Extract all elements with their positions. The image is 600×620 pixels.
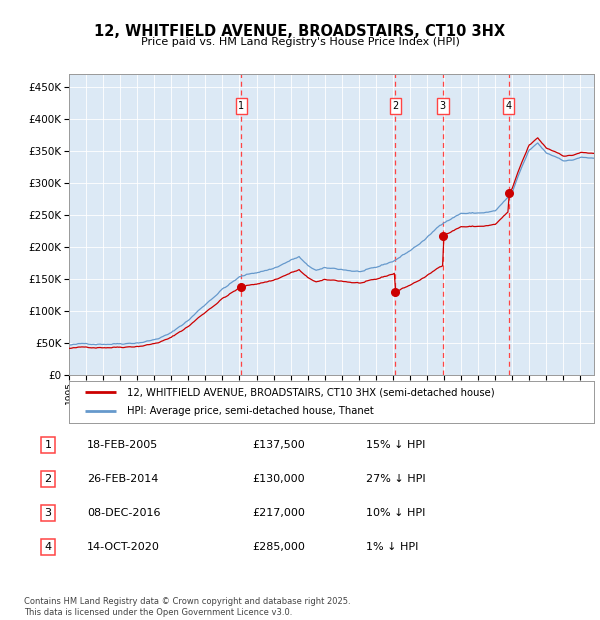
Text: 08-DEC-2016: 08-DEC-2016 — [87, 508, 161, 518]
Text: 12, WHITFIELD AVENUE, BROADSTAIRS, CT10 3HX: 12, WHITFIELD AVENUE, BROADSTAIRS, CT10 … — [94, 24, 506, 38]
Text: 12, WHITFIELD AVENUE, BROADSTAIRS, CT10 3HX (semi-detached house): 12, WHITFIELD AVENUE, BROADSTAIRS, CT10 … — [127, 387, 494, 397]
Text: 3: 3 — [44, 508, 52, 518]
Text: 27% ↓ HPI: 27% ↓ HPI — [366, 474, 425, 484]
Text: £217,000: £217,000 — [252, 508, 305, 518]
Text: 14-OCT-2020: 14-OCT-2020 — [87, 542, 160, 552]
Text: 15% ↓ HPI: 15% ↓ HPI — [366, 440, 425, 450]
Text: £130,000: £130,000 — [252, 474, 305, 484]
Text: £137,500: £137,500 — [252, 440, 305, 450]
Text: 4: 4 — [506, 101, 512, 111]
Text: 3: 3 — [440, 101, 446, 111]
Text: Price paid vs. HM Land Registry's House Price Index (HPI): Price paid vs. HM Land Registry's House … — [140, 37, 460, 47]
Text: HPI: Average price, semi-detached house, Thanet: HPI: Average price, semi-detached house,… — [127, 407, 373, 417]
Text: 1: 1 — [44, 440, 52, 450]
Text: 26-FEB-2014: 26-FEB-2014 — [87, 474, 158, 484]
Text: 18-FEB-2005: 18-FEB-2005 — [87, 440, 158, 450]
Text: Contains HM Land Registry data © Crown copyright and database right 2025.
This d: Contains HM Land Registry data © Crown c… — [24, 598, 350, 617]
Text: 2: 2 — [44, 474, 52, 484]
Text: 2: 2 — [392, 101, 398, 111]
Text: 10% ↓ HPI: 10% ↓ HPI — [366, 508, 425, 518]
Text: 4: 4 — [44, 542, 52, 552]
Text: 1: 1 — [238, 101, 245, 111]
Text: £285,000: £285,000 — [252, 542, 305, 552]
Text: 1% ↓ HPI: 1% ↓ HPI — [366, 542, 418, 552]
